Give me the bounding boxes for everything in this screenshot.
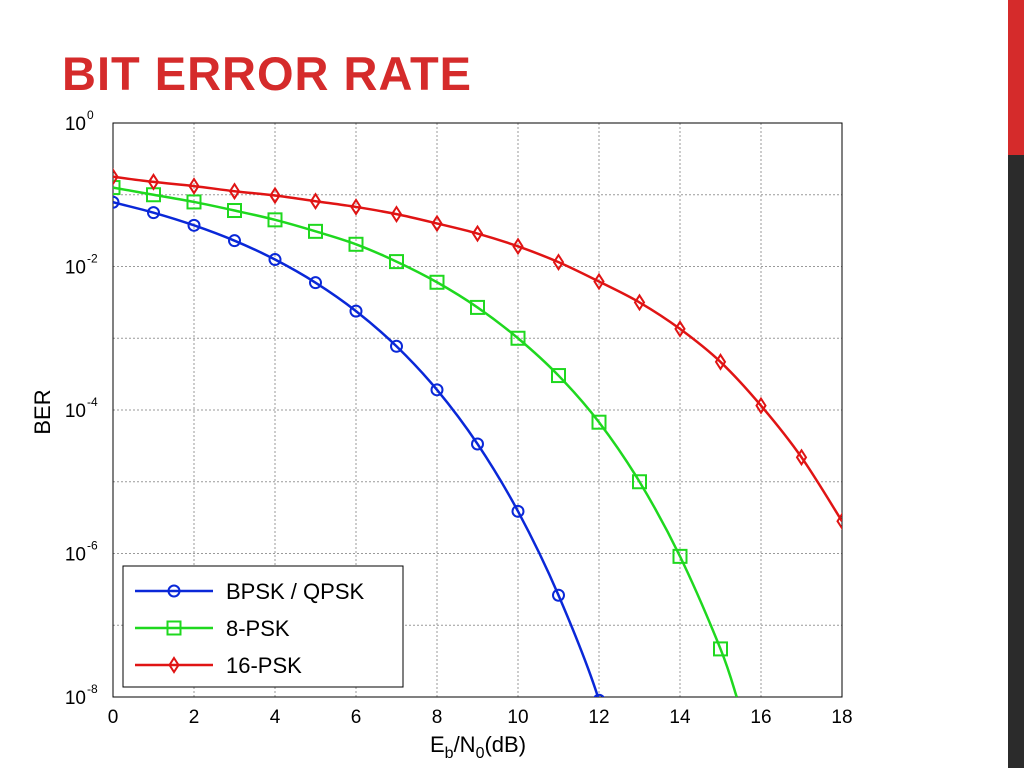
- data-point: [268, 253, 282, 267]
- data-point: [512, 237, 524, 256]
- series-line: [113, 201, 600, 697]
- series-square: [113, 180, 738, 697]
- y-tick-label: 10 -6: [65, 539, 98, 566]
- data-point: [188, 177, 200, 195]
- data-point: [470, 299, 485, 315]
- series-circle: [113, 195, 605, 697]
- data-point: [389, 254, 404, 270]
- data-point: [713, 641, 728, 657]
- data-point: [228, 182, 241, 201]
- y-tick-label: 10 -2: [65, 252, 98, 279]
- y-tick-label: 10 0: [65, 108, 94, 135]
- y-tick-exponent: -2: [87, 252, 98, 266]
- data-point: [267, 212, 283, 228]
- x-tick-label: 18: [831, 707, 852, 728]
- x-tick-label: 0: [108, 707, 119, 728]
- y-tick-exponent: -8: [87, 682, 98, 696]
- data-point: [309, 192, 322, 211]
- data-point: [430, 383, 444, 397]
- legend-label: BPSK / QPSK: [226, 579, 364, 604]
- y-tick-base: 10: [65, 401, 86, 422]
- data-point: [593, 693, 605, 697]
- legend-marker: [167, 584, 181, 598]
- data-point: [551, 368, 566, 384]
- x-tick-label: 14: [669, 707, 691, 728]
- data-point: [113, 167, 119, 186]
- data-point: [390, 205, 403, 223]
- legend-entry: 8-PSK: [135, 616, 290, 641]
- data-point: [431, 214, 443, 233]
- slide-title: BIT ERROR RATE: [62, 47, 473, 100]
- accent-bar-gray: [1008, 155, 1024, 768]
- series-diamond: [113, 167, 842, 531]
- series-line: [113, 175, 842, 522]
- data-point: [593, 272, 605, 291]
- data-point: [552, 253, 565, 271]
- legend: BPSK / QPSK 8-PSK 16-PSK: [122, 565, 404, 688]
- axis-labels: BER Eb/N0(dB): [30, 389, 526, 762]
- plot-frame: [112, 122, 843, 698]
- data-point: [228, 234, 241, 248]
- y-tick-exponent: -6: [87, 539, 98, 553]
- legend-marker: [168, 656, 180, 674]
- data-point: [795, 448, 808, 467]
- y-tick-base: 10: [65, 258, 86, 279]
- legend-marker: [166, 620, 182, 636]
- legend-entry: 16-PSK: [135, 653, 302, 678]
- data-point: [591, 414, 607, 430]
- data-point: [113, 195, 120, 209]
- data-point: [674, 320, 686, 338]
- data-point: [471, 224, 484, 243]
- data-point: [429, 274, 445, 290]
- data-point: [390, 339, 403, 353]
- y-tick-label: 10 -4: [65, 395, 98, 422]
- legend-entry: BPSK / QPSK: [135, 579, 364, 604]
- x-tick-label: 8: [432, 707, 443, 728]
- series-group: [113, 167, 842, 697]
- data-point: [308, 223, 323, 239]
- data-point: [511, 504, 525, 518]
- data-point: [714, 353, 727, 371]
- data-point: [348, 236, 364, 252]
- x-tick-label: 16: [750, 707, 771, 728]
- data-point: [836, 512, 842, 531]
- data-point: [471, 437, 484, 451]
- x-tick-label: 12: [588, 707, 609, 728]
- accent-bar-red: [1008, 0, 1024, 155]
- x-tick-label: 2: [189, 707, 200, 728]
- data-point: [309, 276, 322, 290]
- data-point: [552, 588, 565, 602]
- data-point: [187, 218, 201, 232]
- data-point: [227, 203, 242, 219]
- y-tick-exponent: 0: [87, 108, 94, 122]
- legend-label: 16-PSK: [226, 653, 302, 678]
- legend-label: 8-PSK: [226, 616, 290, 641]
- y-tick-exponent: -4: [87, 395, 98, 409]
- y-tick-base: 10: [65, 545, 86, 566]
- data-point: [147, 206, 160, 220]
- y-tick-base: 10: [65, 114, 86, 135]
- data-point: [349, 304, 363, 318]
- data-point: [672, 548, 688, 564]
- y-tick-base: 10: [65, 688, 86, 709]
- x-tick-label: 4: [270, 707, 281, 728]
- x-tick-label: 10: [507, 707, 528, 728]
- data-point: [350, 198, 362, 216]
- data-point: [633, 293, 646, 312]
- x-tick-label: 6: [351, 707, 362, 728]
- data-point: [632, 474, 647, 490]
- data-point: [147, 173, 160, 191]
- data-point: [755, 396, 767, 415]
- data-point: [510, 330, 526, 346]
- data-point: [113, 180, 121, 196]
- x-axis-title: Eb/N0(dB): [430, 732, 526, 762]
- y-tick-label: 10 -8: [65, 682, 98, 709]
- data-point: [269, 186, 281, 205]
- y-axis-title: BER: [30, 389, 55, 434]
- data-point: [186, 194, 202, 210]
